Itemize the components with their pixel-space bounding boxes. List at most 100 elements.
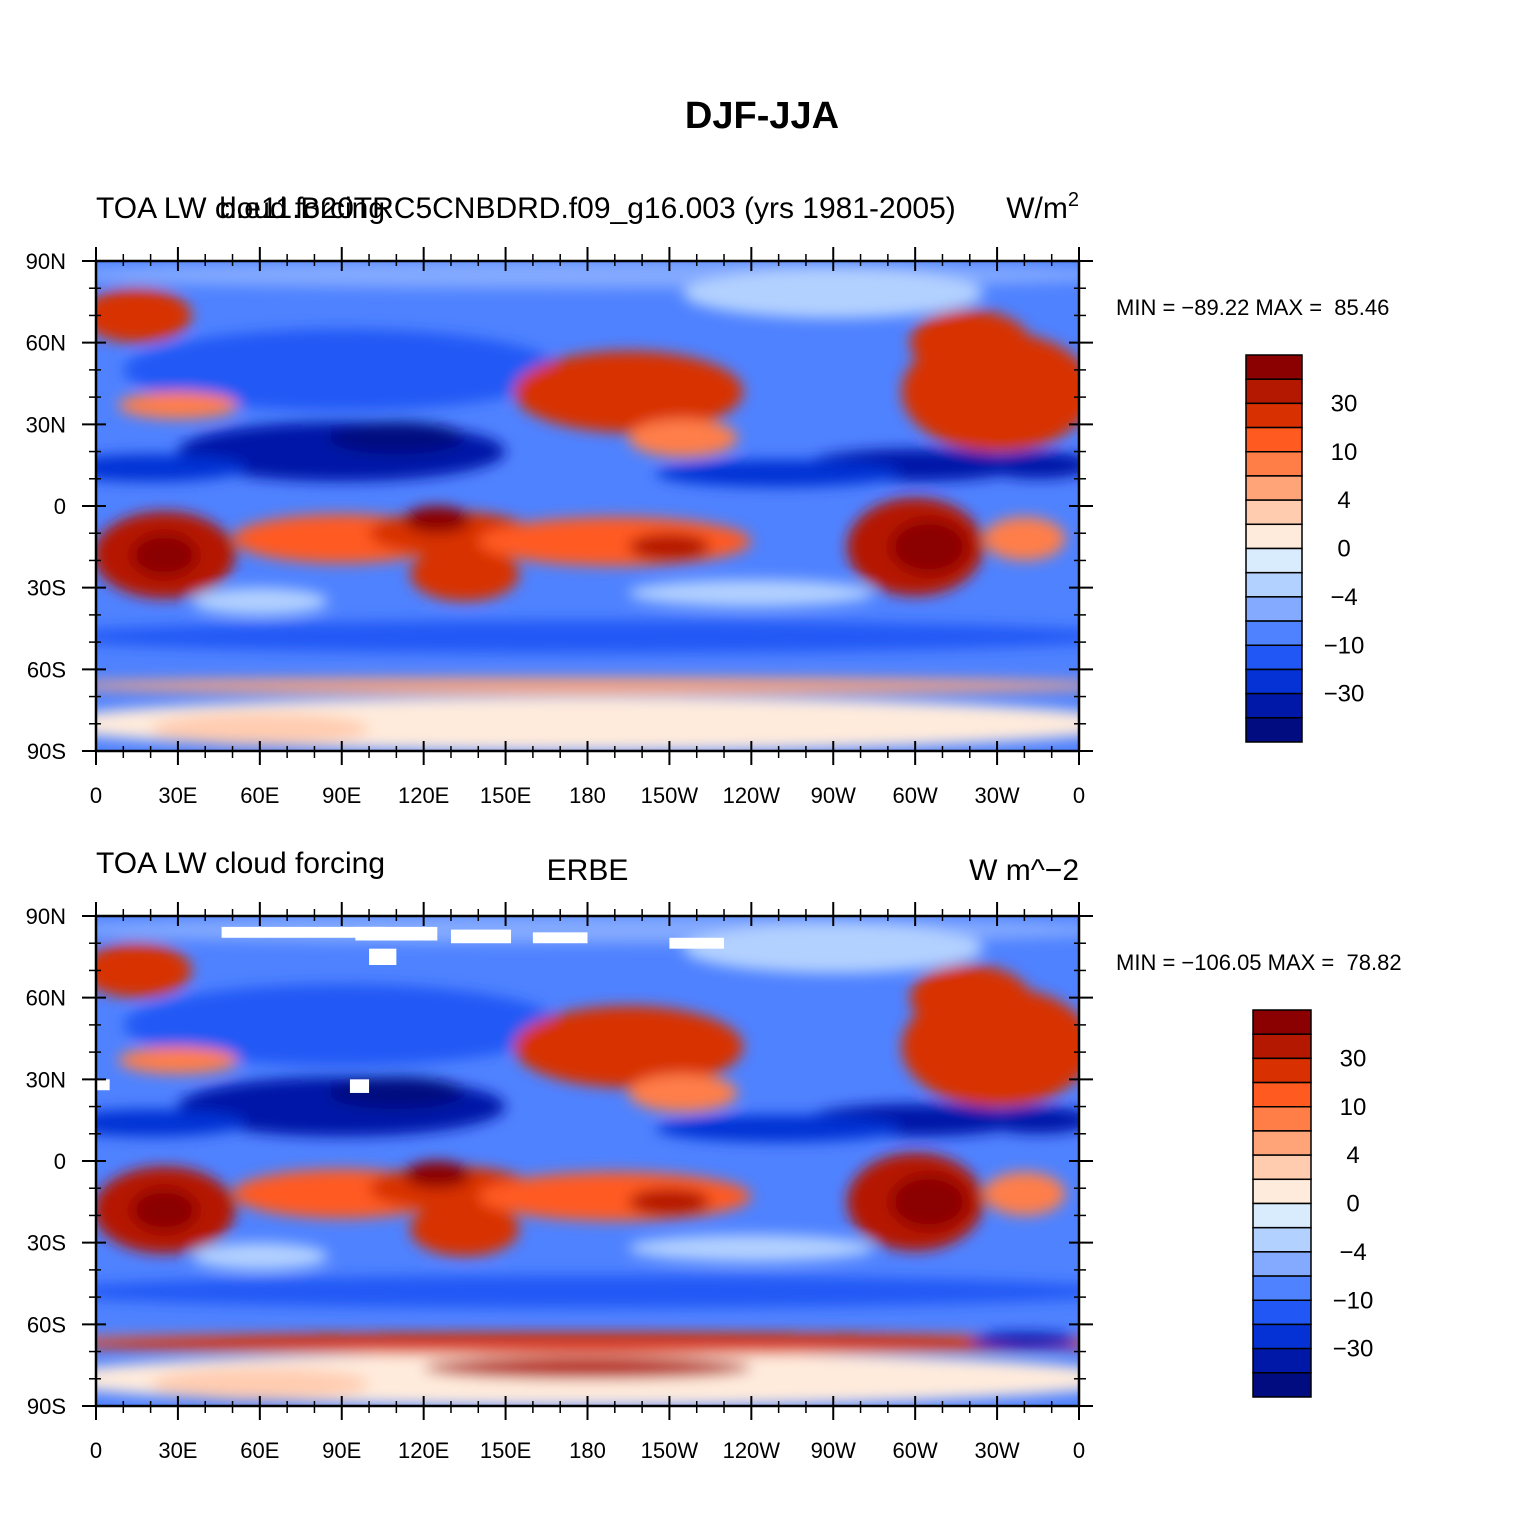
right-string: W m^−2: [969, 854, 1079, 887]
contour-region: [96, 677, 1079, 694]
colorbar-box: [1245, 402, 1303, 429]
left-string: TOA LW cloud forcing: [96, 192, 385, 225]
lat-label: 90S: [27, 739, 66, 764]
lon-label: 0: [90, 783, 102, 808]
contour-region: [683, 269, 984, 319]
lat-label: 90N: [26, 904, 66, 929]
colorbar-box: [1245, 717, 1303, 743]
contour-region: [404, 1161, 471, 1189]
colorbar-box: [1252, 1347, 1312, 1374]
missing-data: [221, 926, 386, 938]
lon-label: 90W: [811, 1438, 856, 1463]
contour-region: [96, 1332, 1079, 1355]
contour-region: [191, 1242, 329, 1270]
lon-label: 60W: [893, 1438, 938, 1463]
lon-label: 90E: [322, 1438, 361, 1463]
lon-label: 30E: [158, 1438, 197, 1463]
contour-region: [628, 579, 875, 607]
lon-label: 150W: [641, 1438, 699, 1463]
lon-label: 90E: [322, 783, 361, 808]
contour-region: [191, 587, 329, 615]
colorbar-box: [1252, 1299, 1312, 1326]
contour-region: [628, 418, 738, 458]
colorbar-label: 10: [1331, 439, 1358, 466]
colorbar-box: [1245, 620, 1303, 646]
contour-region: [328, 421, 465, 455]
colorbar-label: −4: [1339, 1239, 1366, 1266]
colorbar-box: [1252, 1130, 1312, 1156]
contour-region: [983, 1171, 1066, 1216]
missing-data: [669, 937, 725, 949]
colorbar-box: [1245, 571, 1303, 598]
colorbar-label: 4: [1337, 487, 1350, 514]
lat-label: 60N: [26, 331, 66, 356]
missing-data: [349, 1079, 370, 1093]
colorbar-box: [1252, 1154, 1312, 1181]
lat-label: 0: [54, 494, 66, 519]
lat-label: 30N: [26, 412, 66, 437]
contour-region: [96, 288, 192, 343]
contour-region: [890, 1174, 968, 1230]
colorbar-box: [1245, 644, 1303, 671]
contour-region: [969, 1332, 1079, 1349]
missing-data: [355, 926, 438, 941]
contour-region: [655, 459, 902, 487]
colorbar-box: [1252, 1178, 1312, 1205]
contour-region: [117, 391, 238, 419]
lon-label: 150E: [480, 1438, 531, 1463]
colorbar-box: [1252, 1106, 1312, 1132]
lat-label: 60N: [26, 986, 66, 1011]
lon-label: 60W: [893, 783, 938, 808]
lon-label: 150W: [641, 783, 699, 808]
lon-label: 120W: [723, 1438, 781, 1463]
colorbar-box: [1245, 354, 1303, 380]
contour-fill: [96, 916, 1079, 1406]
lon-label: 120E: [398, 1438, 449, 1463]
colorbar-label: −10: [1333, 1287, 1374, 1314]
contour-region: [983, 1106, 1079, 1134]
missing-data: [96, 1079, 110, 1091]
left-string: TOA LW cloud forcing: [96, 847, 385, 880]
colorbar-label: 10: [1340, 1094, 1367, 1121]
contour-region: [909, 965, 1030, 1031]
colorbar-box: [1245, 475, 1303, 501]
contour-region: [909, 310, 1030, 376]
contour-region: [983, 451, 1079, 479]
colorbar-box: [1252, 1323, 1312, 1350]
contour-region: [628, 1073, 738, 1112]
colorbar-box: [1252, 1226, 1312, 1253]
contour-region: [478, 1171, 752, 1221]
colorbar-label: 30: [1331, 390, 1358, 417]
colorbar-box: [1245, 499, 1303, 526]
colorbar-label: 30: [1340, 1045, 1367, 1072]
colorbar-label: 4: [1346, 1142, 1359, 1169]
lat-label: 0: [54, 1149, 66, 1174]
right-string: W/m2: [1006, 189, 1079, 225]
lat-label: 90N: [26, 249, 66, 274]
lon-label: 0: [1073, 1438, 1085, 1463]
contour-region: [683, 924, 984, 974]
contour-region: [890, 519, 968, 575]
contour-region: [117, 1046, 238, 1074]
figure-title: DJF-JJA: [685, 95, 839, 137]
colorbar-box: [1252, 1009, 1312, 1035]
colorbar-box: [1245, 523, 1303, 550]
colorbar-box: [1252, 1057, 1312, 1084]
colorbar-label: −30: [1333, 1336, 1374, 1363]
colorbar-label: −4: [1330, 584, 1357, 611]
contour-region: [513, 350, 744, 433]
contour-region: [404, 505, 471, 534]
min-max-stats: MIN = −89.22 MAX = 85.46: [1116, 295, 1389, 320]
colorbar-box: [1252, 1081, 1312, 1108]
colorbar-label: −30: [1324, 681, 1365, 708]
colorbar-box: [1245, 692, 1303, 719]
colorbar-label: −10: [1324, 632, 1365, 659]
contour-region: [983, 516, 1066, 561]
lon-label: 30W: [974, 783, 1019, 808]
center-string: ERBE: [547, 854, 629, 887]
contour-region: [328, 1076, 465, 1110]
colorbar-box: [1252, 1372, 1312, 1398]
contour-region: [96, 454, 247, 482]
